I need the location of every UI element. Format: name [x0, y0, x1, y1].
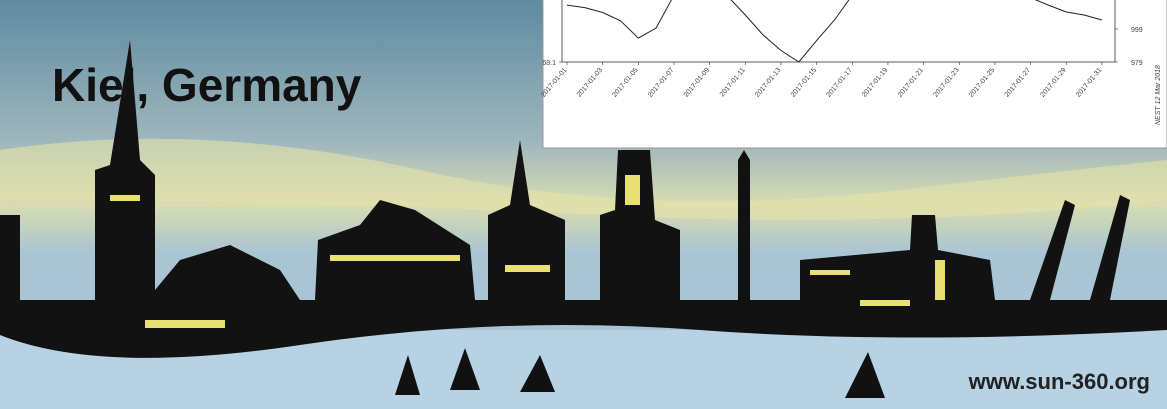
sky-streak [0, 138, 1167, 220]
chart-panel [542, 0, 1167, 149]
data-line [566, 0, 1103, 62]
y2-tick-label: 979 [1131, 60, 1143, 67]
skyline [0, 40, 1167, 358]
y2-tick-label: 999 [1131, 27, 1143, 34]
plot-frame [561, 0, 1116, 63]
windows [110, 175, 945, 328]
url: www.sun-360.org [968, 369, 1150, 394]
y-tick-label: 68.1 [542, 60, 556, 67]
stamp: NEST 12 Mar 2018 [1155, 65, 1162, 125]
title: Kiel, Germany [52, 59, 362, 111]
sailboats [395, 348, 885, 398]
